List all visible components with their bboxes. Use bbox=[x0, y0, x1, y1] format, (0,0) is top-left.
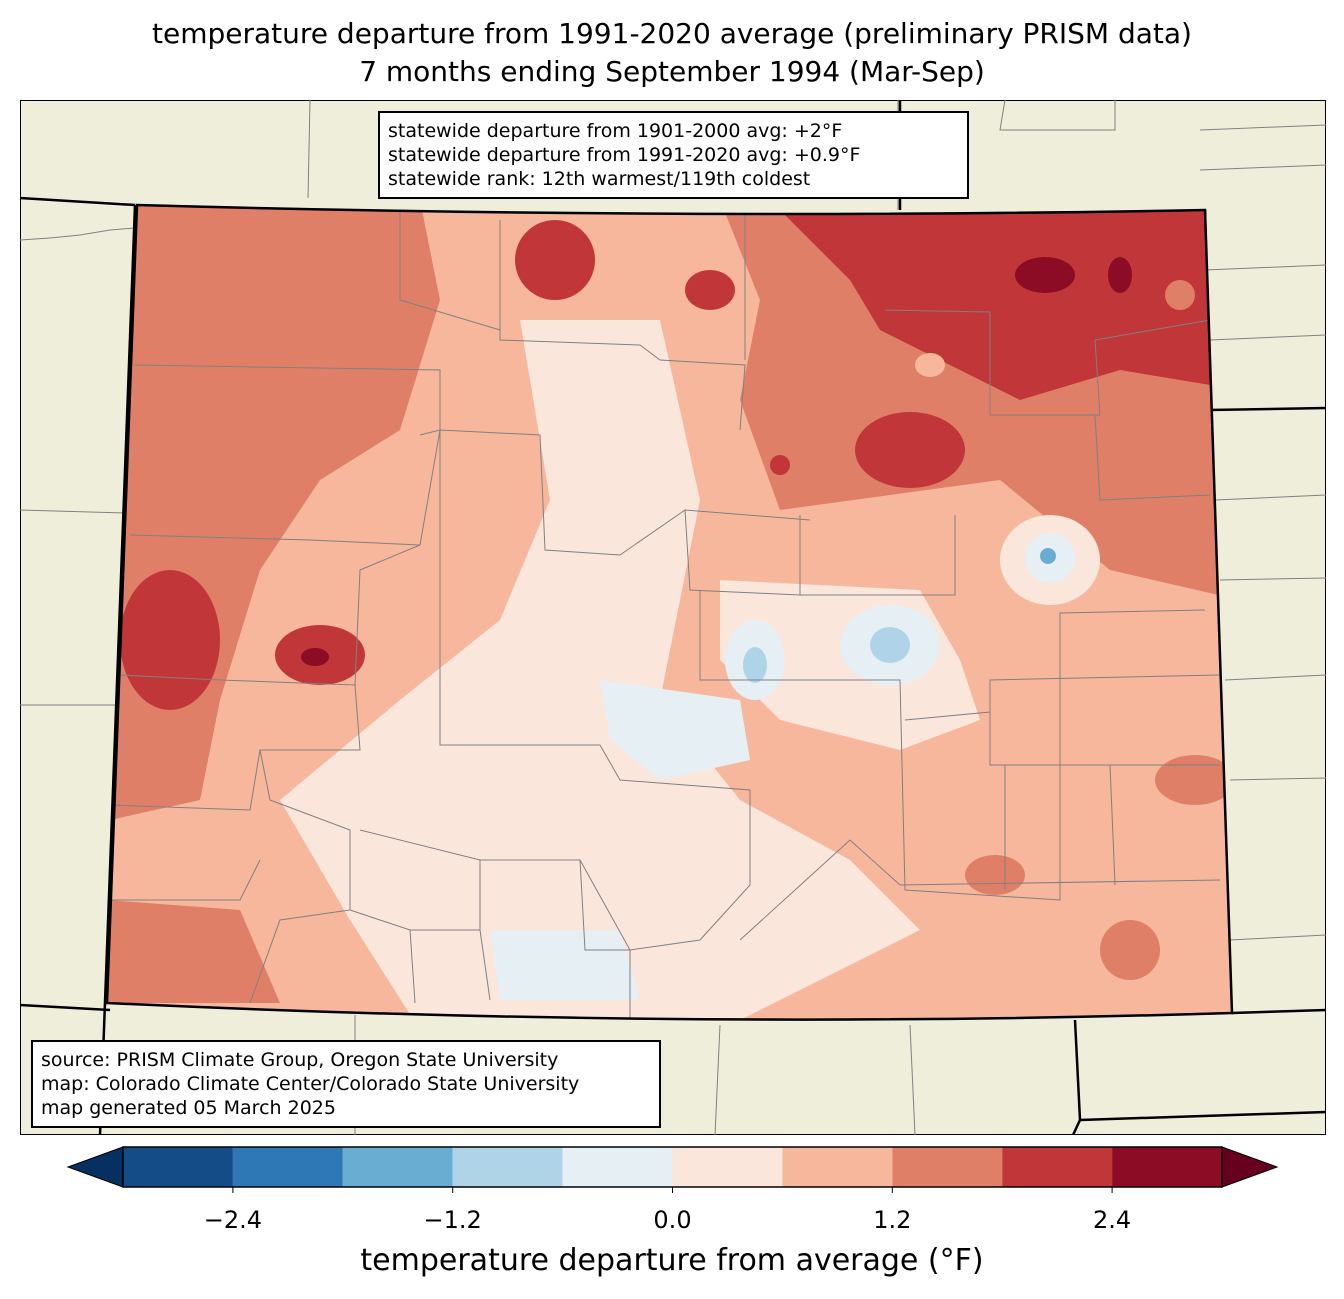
temperature-departure-map bbox=[20, 100, 1326, 1135]
generated-date-line: map generated 05 March 2025 bbox=[41, 1097, 336, 1119]
departure-1991-2020: statewide departure from 1991-2020 avg: … bbox=[388, 144, 861, 166]
colorbar-tick-label: −1.2 bbox=[423, 1206, 482, 1234]
colorbar-bin bbox=[452, 1147, 563, 1187]
colorbar-bin bbox=[342, 1147, 453, 1187]
neighbor-county-lines bbox=[20, 100, 1326, 1135]
colorbar-tick-label: −2.4 bbox=[203, 1206, 263, 1234]
colorbar-bin bbox=[1002, 1147, 1113, 1187]
chart-subtitle: 7 months ending September 1994 (Mar-Sep) bbox=[359, 55, 985, 88]
colorbar-bin bbox=[782, 1147, 893, 1187]
departure-1901-2000: statewide departure from 1901-2000 avg: … bbox=[388, 120, 843, 142]
colorbar-bin bbox=[562, 1147, 673, 1187]
colorbar-bin bbox=[123, 1147, 233, 1187]
colorbar-bin bbox=[892, 1147, 1003, 1187]
colorbar-tick-label: 1.2 bbox=[873, 1206, 912, 1234]
chart-title: temperature departure from 1991-2020 ave… bbox=[152, 17, 1192, 50]
colorbar-tick-label: 0.0 bbox=[653, 1206, 692, 1234]
colorbar-label: temperature departure from average (°F) bbox=[360, 1243, 984, 1278]
colorbar-bin bbox=[1112, 1147, 1222, 1187]
map-credit-line: map: Colorado Climate Center/Colorado St… bbox=[41, 1073, 580, 1095]
colorbar bbox=[66, 1146, 1279, 1193]
colorado-border bbox=[105, 203, 1234, 1021]
temperature-contours bbox=[107, 205, 1232, 1020]
colorbar-extend-high bbox=[1221, 1146, 1279, 1188]
colorbar-bin bbox=[232, 1147, 343, 1187]
county-lines bbox=[109, 210, 1221, 1020]
source-line: source: PRISM Climate Group, Oregon Stat… bbox=[41, 1049, 559, 1071]
statewide-stats-box: statewide departure from 1901-2000 avg: … bbox=[378, 111, 969, 199]
colorbar-extend-low bbox=[66, 1146, 124, 1188]
statewide-rank: statewide rank: 12th warmest/119th colde… bbox=[388, 168, 811, 190]
source-box: source: PRISM Climate Group, Oregon Stat… bbox=[31, 1040, 661, 1128]
colorbar-tick-label: 2.4 bbox=[1093, 1206, 1132, 1234]
colorbar-bin bbox=[672, 1147, 783, 1187]
